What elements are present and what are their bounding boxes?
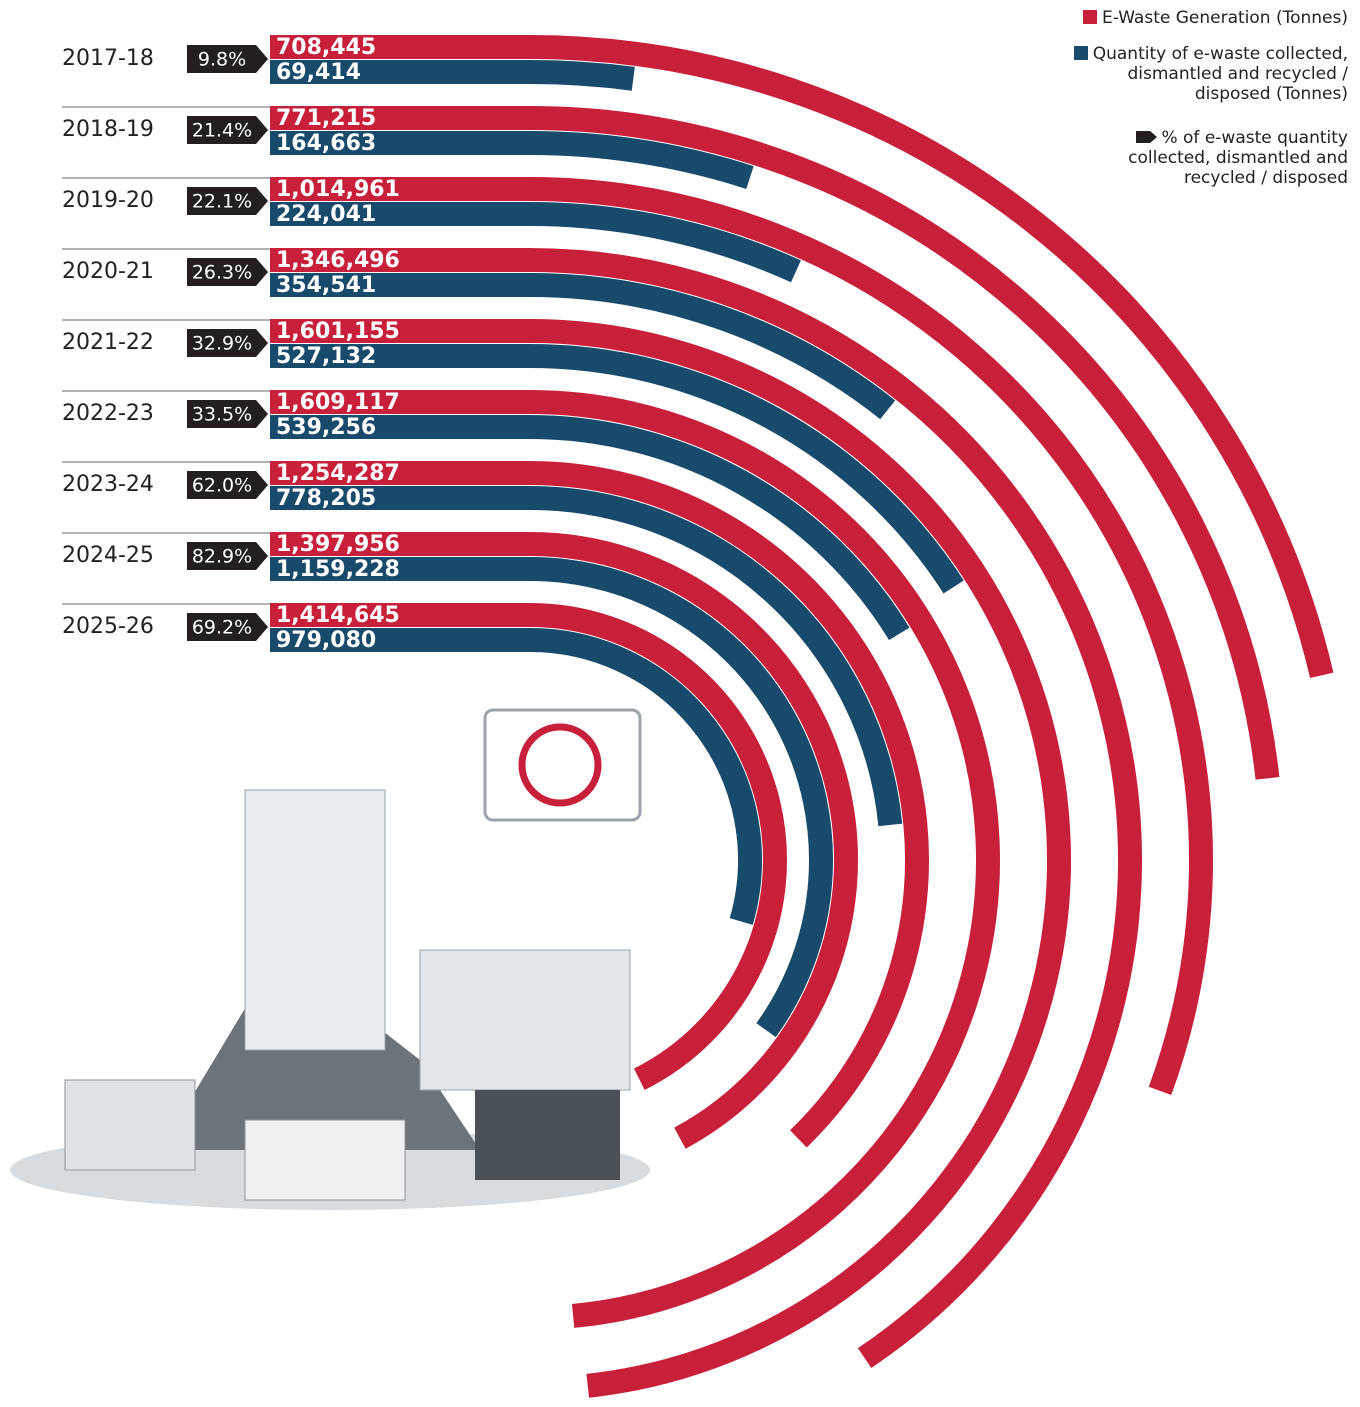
percent-badge: [187, 258, 268, 286]
percent-label: 33.5%: [192, 404, 252, 426]
percent-label: 21.4%: [192, 120, 252, 142]
value-label: 1,346,496: [276, 248, 400, 273]
value-label: 979,080: [276, 628, 376, 653]
value-label: 354,541: [276, 273, 376, 298]
percent-badge: [187, 45, 268, 73]
category-label: 2018-19: [62, 117, 154, 142]
bar: [270, 202, 801, 283]
percent-label: 9.8%: [198, 49, 246, 71]
bar: [270, 390, 1001, 1328]
bar: [270, 628, 762, 925]
bar: [270, 177, 1213, 1096]
bars: [270, 35, 1334, 1398]
category-label: 2019-20: [62, 188, 154, 213]
legend-item: Quantity of e-waste collected, dismantle…: [1068, 44, 1348, 104]
bar: [270, 273, 896, 420]
value-label: 1,601,155: [276, 319, 400, 344]
percent-badge: [187, 187, 268, 215]
bar: [270, 532, 858, 1149]
percent-label: 26.3%: [192, 262, 252, 284]
value-label: 1,414,645: [276, 603, 400, 628]
category-label: 2017-18: [62, 46, 154, 71]
percent-label: 82.9%: [192, 546, 252, 568]
category-label: 2022-23: [62, 401, 154, 426]
value-label: 164,663: [276, 131, 376, 156]
bar: [270, 486, 903, 827]
bar: [270, 35, 1334, 679]
percent-label: 69.2%: [192, 617, 252, 639]
percent-badge: [187, 329, 268, 357]
value-label: 1,397,956: [276, 532, 400, 557]
value-label: 1,159,228: [276, 557, 400, 582]
bar: [270, 557, 833, 1038]
percent-badge: [187, 116, 268, 144]
bar: [270, 106, 1280, 780]
category-label: 2020-21: [62, 259, 154, 284]
percent-badge: [187, 400, 268, 428]
legend-swatch: [1136, 131, 1158, 143]
value-label: 224,041: [276, 202, 376, 227]
bar: [270, 461, 929, 1148]
percent-label: 22.1%: [192, 191, 252, 213]
bar: [270, 131, 754, 190]
value-label: 1,014,961: [276, 177, 400, 202]
illustration: [10, 708, 650, 1210]
category-label: 2025-26: [62, 614, 154, 639]
legend-swatch: [1083, 10, 1098, 24]
bar: [270, 415, 910, 641]
legend-label: % of e-waste quantity collected, dismant…: [1128, 128, 1348, 188]
category-label: 2023-24: [62, 472, 154, 497]
legend-label: E-Waste Generation (Tonnes): [1102, 8, 1348, 28]
value-label: 708,445: [276, 35, 376, 60]
bar: [270, 319, 1071, 1398]
percent-badge: [187, 471, 268, 499]
percent-label: 32.9%: [192, 333, 252, 355]
legend-item: % of e-waste quantity collected, dismant…: [1108, 128, 1348, 188]
category-label: 2024-25: [62, 543, 154, 568]
bar: [270, 248, 1142, 1368]
percent-badge: [187, 613, 268, 641]
legend-swatch: [1073, 46, 1088, 60]
value-label: 69,414: [276, 60, 361, 85]
legend-label: Quantity of e-waste collected, dismantle…: [1092, 44, 1348, 104]
percent-label: 62.0%: [192, 475, 252, 497]
bar: [270, 344, 964, 594]
value-label: 771,215: [276, 106, 376, 131]
value-label: 778,205: [276, 486, 376, 511]
bar: [270, 603, 788, 1090]
bar: [270, 60, 635, 91]
value-label: 1,609,117: [276, 390, 400, 415]
legend-item: E-Waste Generation (Tonnes): [1083, 8, 1348, 28]
value-label: 539,256: [276, 415, 376, 440]
category-label: 2021-22: [62, 330, 154, 355]
value-label: 527,132: [276, 344, 376, 369]
value-label: 1,254,287: [276, 461, 400, 486]
percent-badge: [187, 542, 268, 570]
